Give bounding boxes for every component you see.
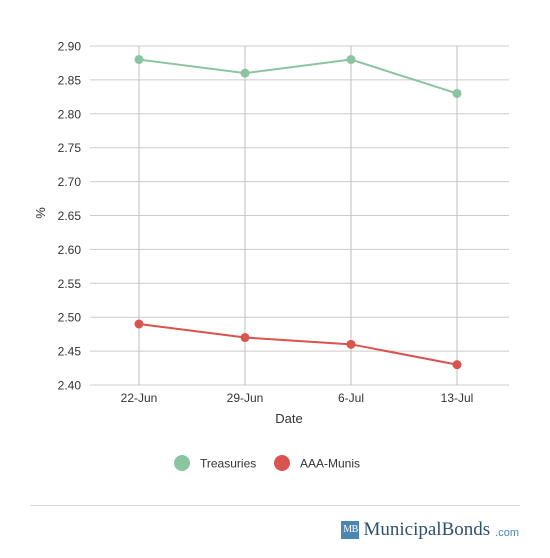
y-tick-label: 2.40 [58, 379, 82, 393]
y-tick-label: 2.60 [58, 243, 82, 257]
legend: Treasuries AAA-Munis [174, 455, 360, 471]
brand-logo-link[interactable]: MB MunicipalBonds .com [341, 519, 519, 541]
legend-swatch-treasuries [174, 455, 190, 471]
data-point-aaa-munis[interactable] [240, 333, 250, 343]
data-point-treasuries[interactable] [346, 55, 356, 65]
y-tick-label: 2.90 [58, 40, 82, 54]
y-tick-label: 2.75 [58, 141, 82, 155]
data-point-aaa-munis[interactable] [346, 339, 356, 349]
data-point-treasuries[interactable] [452, 88, 462, 98]
y-tick-label: 2.70 [58, 175, 82, 189]
brand-suffix: .com [495, 527, 519, 539]
data-point-treasuries[interactable] [240, 68, 250, 78]
legend-label-treasuries: Treasuries [200, 457, 256, 471]
y-axis-ticks: 2.90 2.85 2.80 2.75 2.70 2.65 2.60 2.55 2.50 2.45… [58, 40, 82, 393]
x-tick-label: 29-Jun [227, 391, 264, 405]
data-point-aaa-munis[interactable] [452, 360, 462, 370]
x-axis-title: Date [275, 411, 302, 426]
y-tick-label: 2.45 [58, 345, 82, 359]
line-chart: 2.90 2.85 2.80 2.75 2.70 2.65 2.60 2.55 2.50 2.45… [33, 40, 509, 471]
series-layer [134, 55, 462, 370]
data-point-treasuries[interactable] [134, 55, 144, 65]
legend-label-aaa-munis: AAA-Munis [300, 457, 360, 471]
y-tick-label: 2.85 [58, 73, 82, 87]
x-tick-label: 6-Jul [338, 391, 364, 405]
data-point-aaa-munis[interactable] [134, 319, 144, 329]
x-axis-ticks: 22-Jun 29-Jun 6-Jul 13-Jul [121, 391, 474, 405]
footer-divider [30, 505, 520, 506]
y-tick-label: 2.65 [58, 209, 82, 223]
x-tick-label: 13-Jul [441, 391, 474, 405]
brand-mark-icon: MB [341, 521, 360, 539]
series-line-aaa-munis [138, 322, 458, 366]
y-axis-title: % [33, 207, 48, 219]
y-tick-label: 2.50 [58, 311, 82, 325]
grid-lines [90, 45, 509, 386]
brand-name: MunicipalBonds [363, 519, 491, 540]
x-tick-label: 22-Jun [121, 391, 158, 405]
legend-swatch-aaa-munis [274, 455, 290, 471]
series-line-treasuries [138, 58, 458, 95]
y-tick-label: 2.80 [58, 107, 82, 121]
y-tick-label: 2.55 [58, 277, 82, 291]
